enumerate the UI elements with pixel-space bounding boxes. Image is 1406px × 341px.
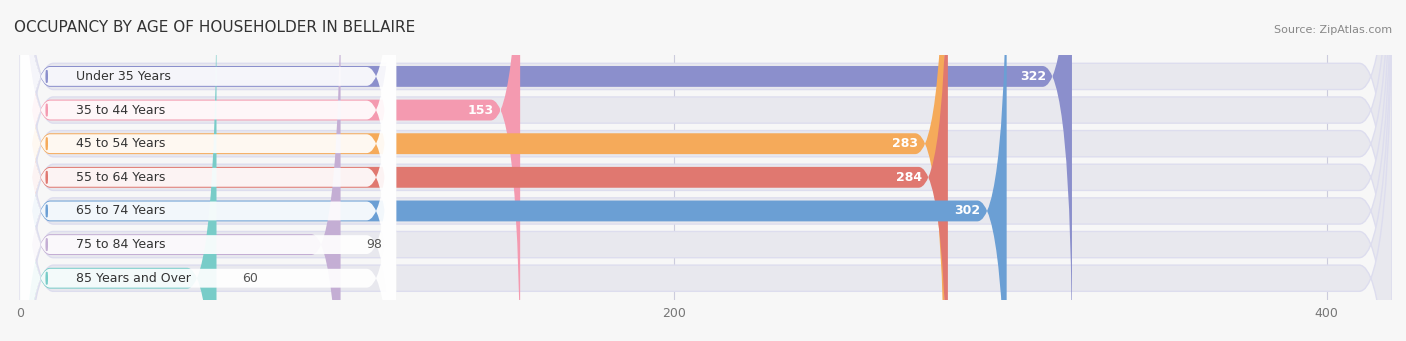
FancyBboxPatch shape <box>21 0 396 341</box>
FancyBboxPatch shape <box>21 0 945 341</box>
FancyBboxPatch shape <box>21 0 1392 341</box>
FancyBboxPatch shape <box>21 0 520 341</box>
Text: 60: 60 <box>243 272 259 285</box>
FancyBboxPatch shape <box>21 0 396 341</box>
FancyBboxPatch shape <box>21 0 948 341</box>
FancyBboxPatch shape <box>21 0 1007 341</box>
FancyBboxPatch shape <box>21 0 396 341</box>
Text: Source: ZipAtlas.com: Source: ZipAtlas.com <box>1274 25 1392 35</box>
FancyBboxPatch shape <box>21 0 1392 341</box>
Text: 65 to 74 Years: 65 to 74 Years <box>76 205 166 218</box>
Text: 35 to 44 Years: 35 to 44 Years <box>76 104 166 117</box>
FancyBboxPatch shape <box>21 0 1392 341</box>
Text: 302: 302 <box>955 205 980 218</box>
Text: 98: 98 <box>367 238 382 251</box>
FancyBboxPatch shape <box>21 0 1392 341</box>
FancyBboxPatch shape <box>21 0 396 341</box>
Text: 322: 322 <box>1019 70 1046 83</box>
Text: 45 to 54 Years: 45 to 54 Years <box>76 137 166 150</box>
Text: 283: 283 <box>893 137 918 150</box>
Text: 75 to 84 Years: 75 to 84 Years <box>76 238 166 251</box>
FancyBboxPatch shape <box>21 0 396 341</box>
Text: 85 Years and Over: 85 Years and Over <box>76 272 191 285</box>
FancyBboxPatch shape <box>21 0 396 341</box>
Text: Under 35 Years: Under 35 Years <box>76 70 172 83</box>
FancyBboxPatch shape <box>21 0 396 341</box>
Text: 55 to 64 Years: 55 to 64 Years <box>76 171 166 184</box>
FancyBboxPatch shape <box>21 0 1392 341</box>
Text: OCCUPANCY BY AGE OF HOUSEHOLDER IN BELLAIRE: OCCUPANCY BY AGE OF HOUSEHOLDER IN BELLA… <box>14 20 415 35</box>
FancyBboxPatch shape <box>21 0 340 341</box>
FancyBboxPatch shape <box>21 0 1392 341</box>
FancyBboxPatch shape <box>21 0 1071 341</box>
FancyBboxPatch shape <box>21 0 217 341</box>
FancyBboxPatch shape <box>21 0 1392 341</box>
Text: 284: 284 <box>896 171 922 184</box>
Text: 153: 153 <box>468 104 494 117</box>
